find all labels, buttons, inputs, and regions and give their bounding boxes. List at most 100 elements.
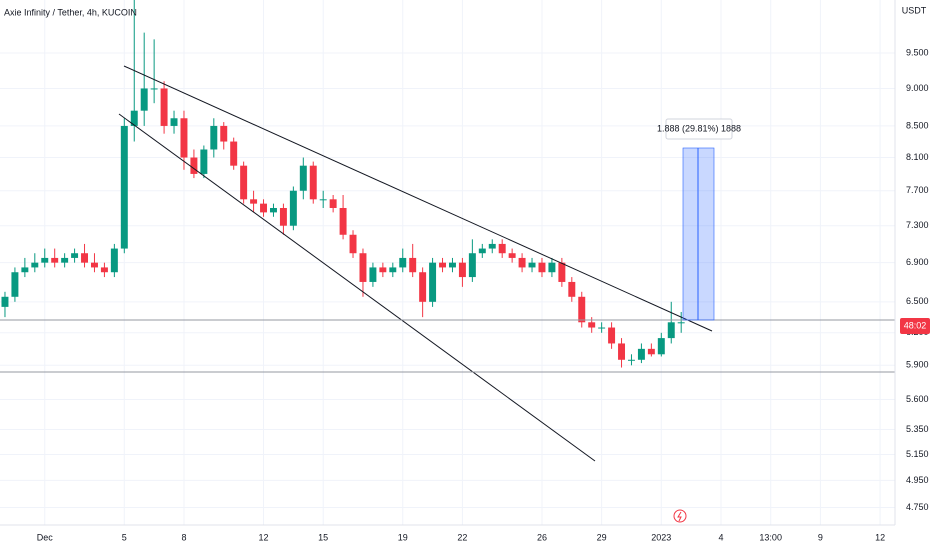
x-tick-label: 29 <box>597 532 607 542</box>
candle-body <box>488 243 496 249</box>
x-tick-label: 12 <box>259 532 269 542</box>
candle-body <box>419 272 427 302</box>
x-tick-label: 19 <box>398 532 408 542</box>
x-tick-label: 5 <box>122 532 127 542</box>
candle-body <box>220 125 228 142</box>
y-tick-label: 6.900 <box>906 257 929 267</box>
x-tick-label: 15 <box>318 532 328 542</box>
x-tick-label: 9 <box>818 532 823 542</box>
x-tick-label: 13:00 <box>759 532 782 542</box>
candle-body <box>230 141 238 166</box>
y-tick-label: 5.600 <box>906 394 929 404</box>
y-tick-label: 7.300 <box>906 220 929 230</box>
candle-body <box>618 343 626 360</box>
candle-body <box>508 253 516 258</box>
candle-body <box>409 257 417 273</box>
candle-body <box>279 207 287 226</box>
y-tick-label: 9.000 <box>906 83 929 93</box>
candle-body <box>389 267 397 273</box>
y-tick-label: 5.900 <box>906 360 929 370</box>
candle-body <box>667 322 675 339</box>
grid <box>0 0 895 525</box>
candle-body <box>170 118 178 126</box>
candle-body <box>468 253 476 278</box>
candle-body <box>260 203 268 213</box>
candle-body <box>140 88 148 111</box>
candle-body <box>538 262 546 273</box>
candle-body <box>369 267 377 282</box>
candle-body <box>429 262 437 302</box>
measure-label: 1.888 (29.81%) 1888 <box>657 123 741 133</box>
candle-body <box>657 338 665 355</box>
x-tick-label: Dec <box>37 532 54 542</box>
trendline-upper <box>123 65 713 332</box>
candle-body <box>329 199 337 208</box>
y-tick-label: 5.150 <box>906 449 929 459</box>
y-tick-label: 9.500 <box>906 47 929 57</box>
countdown: 48:02 <box>904 320 927 330</box>
candle-body <box>439 262 447 268</box>
y-tick-label: 5.350 <box>906 424 929 434</box>
y-tick-label: 7.700 <box>906 185 929 195</box>
y-tick-label: 8.500 <box>906 120 929 130</box>
candle-body <box>51 257 59 263</box>
x-tick-label: 8 <box>181 532 186 542</box>
x-tick-label: 22 <box>457 532 467 542</box>
candle-body <box>299 165 307 191</box>
candle-body <box>458 262 466 278</box>
candle-body <box>637 348 645 360</box>
candle-body <box>558 262 566 282</box>
candle-body <box>81 253 89 263</box>
candle-body <box>578 296 586 323</box>
candle-body <box>319 199 327 201</box>
x-tick-label: 4 <box>718 532 723 542</box>
candle-body <box>100 267 108 273</box>
candle-body <box>130 110 138 126</box>
candle-body <box>200 149 208 174</box>
candle-body <box>289 190 297 226</box>
candle-body <box>90 262 98 268</box>
candle-body <box>110 248 118 273</box>
y-tick-label: 4.750 <box>906 502 929 512</box>
candle-body <box>379 267 387 273</box>
x-tick-label: 2023 <box>651 532 671 542</box>
candle-body <box>1 296 9 307</box>
candle-body <box>608 327 616 344</box>
candle-body <box>31 262 39 268</box>
price-axis <box>895 0 932 550</box>
candle-body <box>11 272 19 297</box>
y-tick-label: 6.500 <box>906 296 929 306</box>
candle-body <box>41 257 49 263</box>
candle-body <box>309 165 317 200</box>
candle-body <box>528 262 536 268</box>
candle-body <box>61 257 69 263</box>
chart-title: Axie Infinity / Tether, 4h, KUCOIN <box>4 7 137 17</box>
candle-body <box>448 262 456 268</box>
candle-body <box>349 234 357 254</box>
x-axis: Dec 5 8 12 15 19 22 26 29 2023 4 13:00 9 12 <box>37 532 885 542</box>
candle-body <box>518 257 526 268</box>
y-tick-label: 8.100 <box>906 152 929 162</box>
candle-body <box>190 157 198 174</box>
candle-body <box>548 262 556 273</box>
candle-body <box>568 281 576 297</box>
candle-body <box>498 243 506 254</box>
event-icon[interactable] <box>673 509 687 523</box>
candle-body <box>359 253 367 282</box>
trendline-lower <box>118 113 596 462</box>
candle-body <box>269 207 277 213</box>
y-tick-label: 4.950 <box>906 475 929 485</box>
measure-label-box <box>665 118 733 140</box>
candle-body <box>647 348 655 355</box>
x-tick-label: 12 <box>875 532 885 542</box>
candle-body <box>150 88 158 90</box>
candle-body <box>180 118 188 158</box>
candle-body <box>71 253 79 258</box>
candle-body <box>588 322 596 328</box>
candle-body <box>677 322 685 324</box>
candle-body <box>120 125 128 249</box>
event-icon-bolt <box>677 511 682 522</box>
candle-body <box>598 327 606 329</box>
